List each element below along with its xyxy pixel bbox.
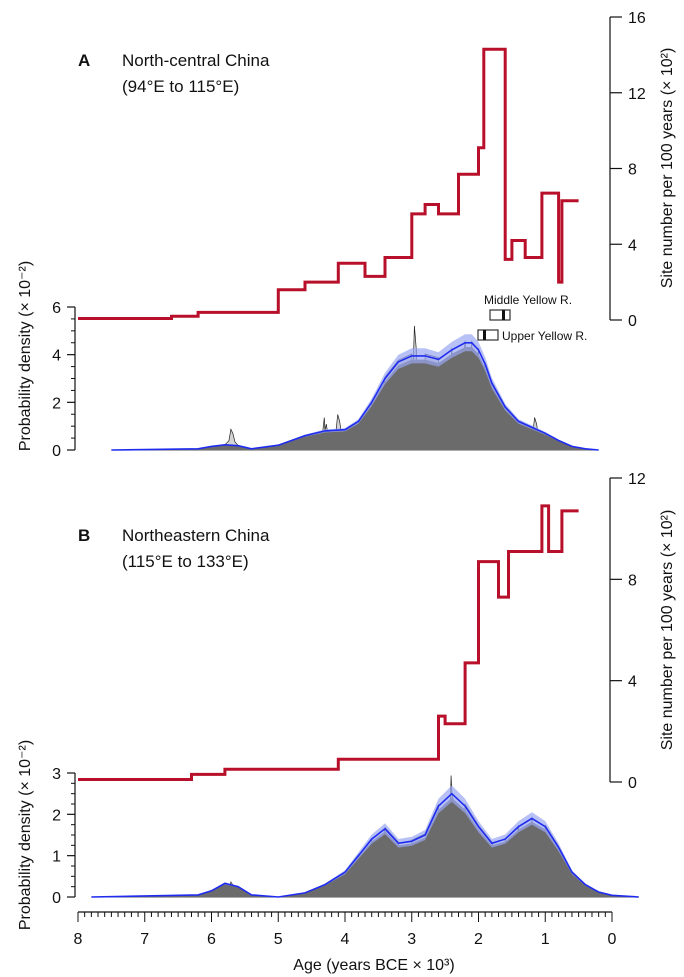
- panel-a-title: North-central China: [122, 51, 270, 70]
- x-axis-tick-label: 3: [407, 931, 416, 948]
- panel-b-title: Northeastern China: [122, 526, 270, 545]
- left-axis-tick-label: 2: [52, 395, 61, 412]
- left-axis-tick-label: 2: [52, 807, 61, 824]
- panel-a-kde-line: [111, 342, 599, 451]
- panel-b-right-axis-label: Site number per 100 years (× 10²): [659, 510, 676, 751]
- left-axis-tick-label: 0: [52, 443, 61, 460]
- panel-b-left-axis: 0 1 2 3: [52, 766, 76, 907]
- inset-box-middle: [489, 309, 511, 321]
- panel-a-site-number-series: [78, 47, 579, 320]
- left-axis-tick-label: 6: [52, 300, 61, 317]
- x-axis-tick-label: 5: [274, 931, 283, 948]
- left-axis-tick-label: 4: [52, 348, 61, 365]
- x-axis-tick-label: 1: [541, 931, 550, 948]
- panel-b-left-axis-label: Probability density (× 10⁻²): [17, 740, 34, 930]
- panel-a-inset: Middle Yellow R. Upper Yellow R.: [477, 293, 587, 343]
- panel-b-raw-density-fill: [91, 775, 639, 898]
- panel-a: A North-central China (94°E to 115°E) 0 2…: [17, 10, 676, 460]
- x-axis-tick-label: 7: [140, 931, 149, 948]
- panel-b-subtitle: (115°E to 133°E): [122, 552, 249, 571]
- inset-mark-middle: [502, 310, 505, 320]
- panel-a-right-axis-label: Site number per 100 years (× 10²): [659, 48, 676, 289]
- x-axis-tick-label: 0: [608, 931, 617, 948]
- x-axis: 8 7 6 5 4 3 2 1 0: [74, 911, 617, 948]
- panel-b-letter: B: [78, 526, 90, 545]
- right-axis-tick-label: 12: [628, 471, 646, 488]
- right-axis-tick-label: 8: [628, 572, 637, 589]
- x-axis-tick-label: 8: [74, 931, 83, 948]
- panel-a-left-axis-label: Probability density (× 10⁻²): [17, 261, 34, 451]
- right-axis-tick-label: 4: [628, 237, 637, 254]
- panel-a-right-axis: 0 4 8 12 16: [609, 10, 646, 330]
- panel-a-summed-probability: [111, 347, 599, 450]
- right-axis-tick-label: 0: [628, 775, 637, 792]
- right-axis-tick-label: 8: [628, 162, 637, 179]
- panel-b-kde-line: [91, 792, 639, 898]
- x-axis-tick-label: 4: [341, 931, 350, 948]
- left-axis-tick-label: 3: [52, 766, 61, 783]
- left-axis-tick-label: 1: [52, 849, 61, 866]
- inset-box-upper: [477, 329, 499, 341]
- x-axis-tick-label: 6: [207, 931, 216, 948]
- panel-a-raw-density-fill: [111, 325, 599, 451]
- right-axis-tick-label: 16: [628, 10, 646, 27]
- panel-b-kde: [91, 785, 639, 898]
- right-axis-tick-label: 4: [628, 674, 637, 691]
- panel-a-left-axis: 0 2 4 6: [52, 300, 76, 460]
- panel-a-letter: A: [78, 51, 90, 70]
- inset-label-upper: Upper Yellow R.: [502, 329, 587, 343]
- panel-a-site-line: [78, 47, 579, 320]
- inset-mark-upper: [483, 330, 486, 340]
- right-axis-tick-label: 12: [628, 86, 646, 103]
- panel-b-site-line: [78, 504, 579, 781]
- panel-a-subtitle: (94°E to 115°E): [122, 77, 239, 96]
- panel-b: B Northeastern China (115°E to 133°E) 0 1…: [17, 471, 676, 930]
- panel-b-right-axis: 0 4 8 12: [609, 471, 646, 792]
- x-axis-label: Age (years BCE × 10³): [293, 957, 454, 974]
- left-axis-tick-label: 0: [52, 890, 61, 907]
- right-axis-tick-label: 0: [628, 313, 637, 330]
- panel-b-summed-probability: [91, 797, 639, 897]
- panel-a-kde: [111, 334, 599, 451]
- panel-b-site-number-series: [78, 504, 579, 781]
- x-axis-tick-label: 2: [474, 931, 483, 948]
- inset-label-middle: Middle Yellow R.: [484, 293, 572, 307]
